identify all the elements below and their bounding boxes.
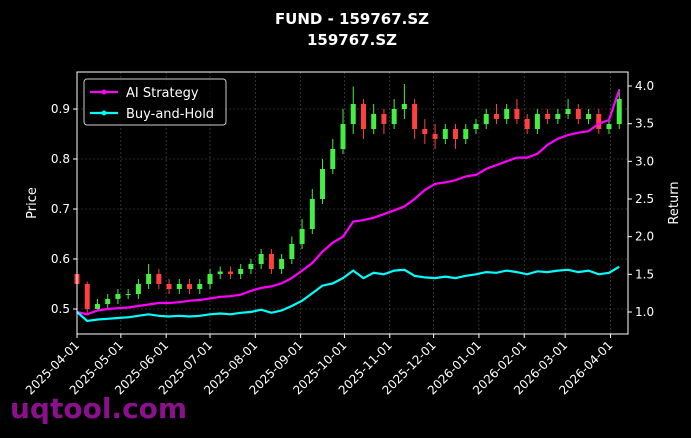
candle-body — [391, 109, 397, 124]
candle-body — [555, 114, 561, 119]
candle-body — [453, 129, 459, 139]
candle-body — [279, 259, 285, 269]
legend-label: Buy-and-Hold — [126, 107, 214, 122]
candle-body — [596, 114, 602, 129]
return-line — [76, 265, 620, 323]
candle-body — [463, 129, 469, 139]
candle-body — [309, 199, 315, 229]
candle-body — [606, 124, 612, 129]
y2-tick-label: 2.5 — [635, 192, 654, 206]
candle-body — [125, 294, 131, 295]
y2-tick-label: 3.0 — [635, 154, 654, 168]
candle-body — [350, 104, 356, 124]
candle-body — [565, 109, 571, 114]
candle-body — [422, 129, 428, 134]
candle-body — [360, 104, 366, 129]
candle-body — [258, 254, 264, 264]
candle-body — [442, 129, 448, 139]
legend: AI Strategy Buy-and-Hold — [83, 78, 227, 126]
candle-body — [616, 99, 622, 124]
candle-body — [514, 109, 520, 119]
candle-body — [187, 284, 193, 289]
candle-body — [483, 114, 489, 124]
return-line — [76, 89, 621, 316]
candle-body — [545, 114, 551, 119]
candle-body — [381, 114, 387, 124]
candle-body — [135, 284, 141, 294]
candle-body — [115, 294, 121, 299]
candle-body — [340, 124, 346, 149]
y-tick-label: 0.5 — [51, 302, 70, 316]
candle-body — [401, 104, 407, 109]
candle-body — [268, 254, 274, 269]
y-tick-label: 0.9 — [51, 102, 70, 116]
candle-body — [166, 284, 172, 289]
candle-body — [289, 244, 295, 259]
candle-body — [84, 284, 90, 309]
candle-body — [320, 169, 326, 199]
candle-body — [524, 119, 530, 129]
y2-tick-label: 1.0 — [635, 305, 654, 319]
y2-axis-label: Return — [667, 181, 682, 224]
candle-body — [534, 114, 540, 129]
candle-body — [330, 149, 336, 169]
candle-body — [227, 271, 233, 274]
plot-frame — [76, 71, 629, 335]
candle-body — [176, 284, 182, 289]
y-tick-label: 0.7 — [51, 202, 70, 216]
y-axis-label: Price — [25, 187, 40, 219]
candle-body — [371, 114, 377, 129]
y-tick-label: 0.6 — [51, 252, 70, 266]
candle-body — [432, 134, 438, 139]
chart-title: FUND - 159767.SZ — [275, 10, 429, 28]
candle-body — [197, 284, 203, 289]
legend-marker — [101, 110, 107, 116]
y2-tick-label: 1.5 — [635, 267, 654, 281]
legend-label: AI Strategy — [126, 86, 199, 101]
candle-body — [105, 299, 111, 304]
candle-body — [504, 109, 510, 119]
y-tick-label: 0.8 — [51, 152, 70, 166]
candle-body — [248, 264, 254, 269]
legend-marker — [101, 89, 107, 95]
candle-body — [94, 304, 100, 309]
watermark: uqtool.com — [10, 392, 187, 425]
chart-subtitle: 159767.SZ — [307, 31, 397, 49]
candle-body — [412, 104, 418, 129]
candle-body — [156, 274, 162, 284]
candle-body — [575, 109, 581, 119]
y2-tick-label: 4.0 — [635, 79, 654, 93]
candle-body — [217, 271, 223, 274]
legend-box — [83, 78, 227, 126]
candle-body — [299, 229, 305, 244]
candle-body — [493, 114, 499, 119]
y2-tick-label: 2.0 — [635, 230, 654, 244]
candle-body — [146, 274, 152, 284]
candle-body — [238, 269, 244, 274]
candle-body — [207, 274, 213, 284]
y2-tick-label: 3.5 — [635, 117, 654, 131]
candle-body — [586, 114, 592, 119]
candle-body — [473, 124, 479, 129]
